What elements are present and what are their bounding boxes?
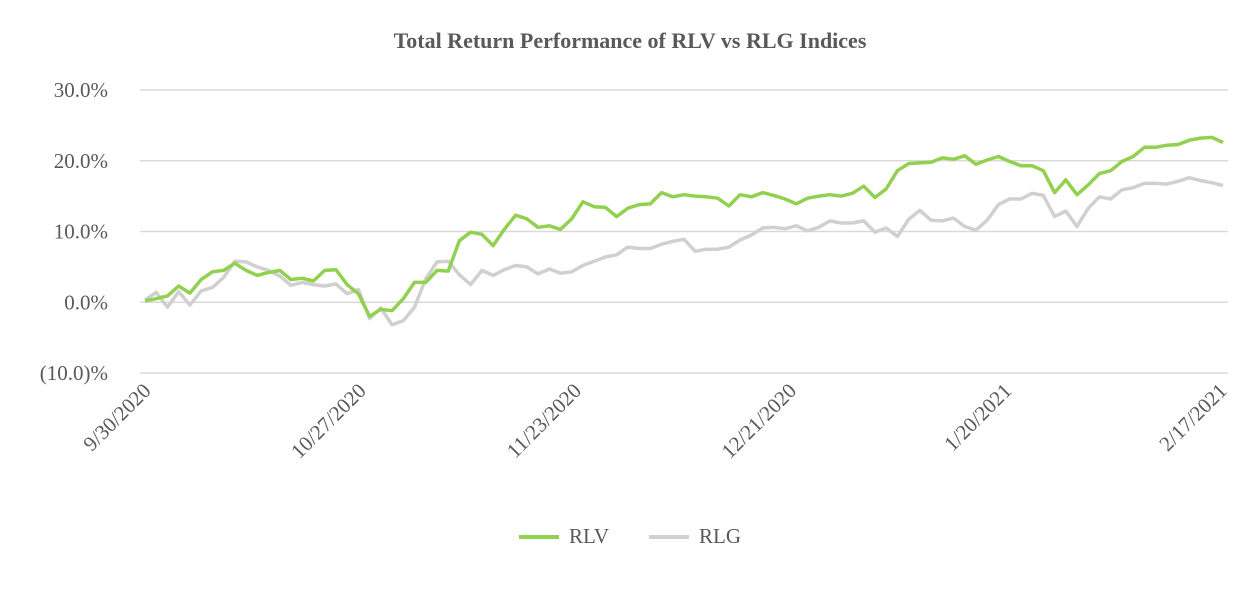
legend-item-rlv: RLV bbox=[518, 524, 610, 549]
y-tick-label: 10.0% bbox=[54, 220, 108, 244]
x-tick-label: 2/17/2021 bbox=[1154, 379, 1231, 456]
x-tick-label: 1/20/2021 bbox=[939, 379, 1016, 456]
x-axis-tick-labels: 9/30/2020 10/27/2020 11/23/2020 12/21/2020 1… bbox=[78, 379, 1231, 464]
legend-swatch-rlg bbox=[649, 534, 690, 539]
y-tick-label: 20.0% bbox=[54, 149, 108, 173]
y-tick-label: (10.0)% bbox=[40, 361, 108, 385]
chart-title: Total Return Performance of RLV vs RLG I… bbox=[393, 28, 867, 53]
legend: RLV RLG bbox=[0, 524, 1260, 549]
chart-plot: 30.0% 20.0% 10.0% 0.0% (10.0)% 9/30/2020 10/2… bbox=[40, 78, 1232, 464]
legend-label-rlv: RLV bbox=[568, 524, 610, 548]
x-tick-label: 10/27/2020 bbox=[286, 379, 371, 464]
x-tick-label: 12/21/2020 bbox=[717, 379, 802, 464]
gridlines bbox=[140, 89, 1228, 374]
series-line-rlg bbox=[143, 175, 1224, 327]
legend-label-rlg: RLG bbox=[699, 524, 742, 548]
y-axis-tick-labels: 30.0% 20.0% 10.0% 0.0% (10.0)% bbox=[40, 78, 108, 385]
legend-swatch-rlv bbox=[518, 534, 559, 539]
legend-item-rlg: RLG bbox=[649, 524, 741, 549]
y-tick-label: 30.0% bbox=[54, 78, 108, 102]
y-tick-label: 0.0% bbox=[64, 290, 108, 314]
series-lines bbox=[143, 135, 1224, 327]
x-tick-label: 9/30/2020 bbox=[78, 379, 155, 456]
x-tick-label: 11/23/2020 bbox=[502, 379, 586, 463]
series-line-rlv bbox=[144, 135, 1224, 319]
